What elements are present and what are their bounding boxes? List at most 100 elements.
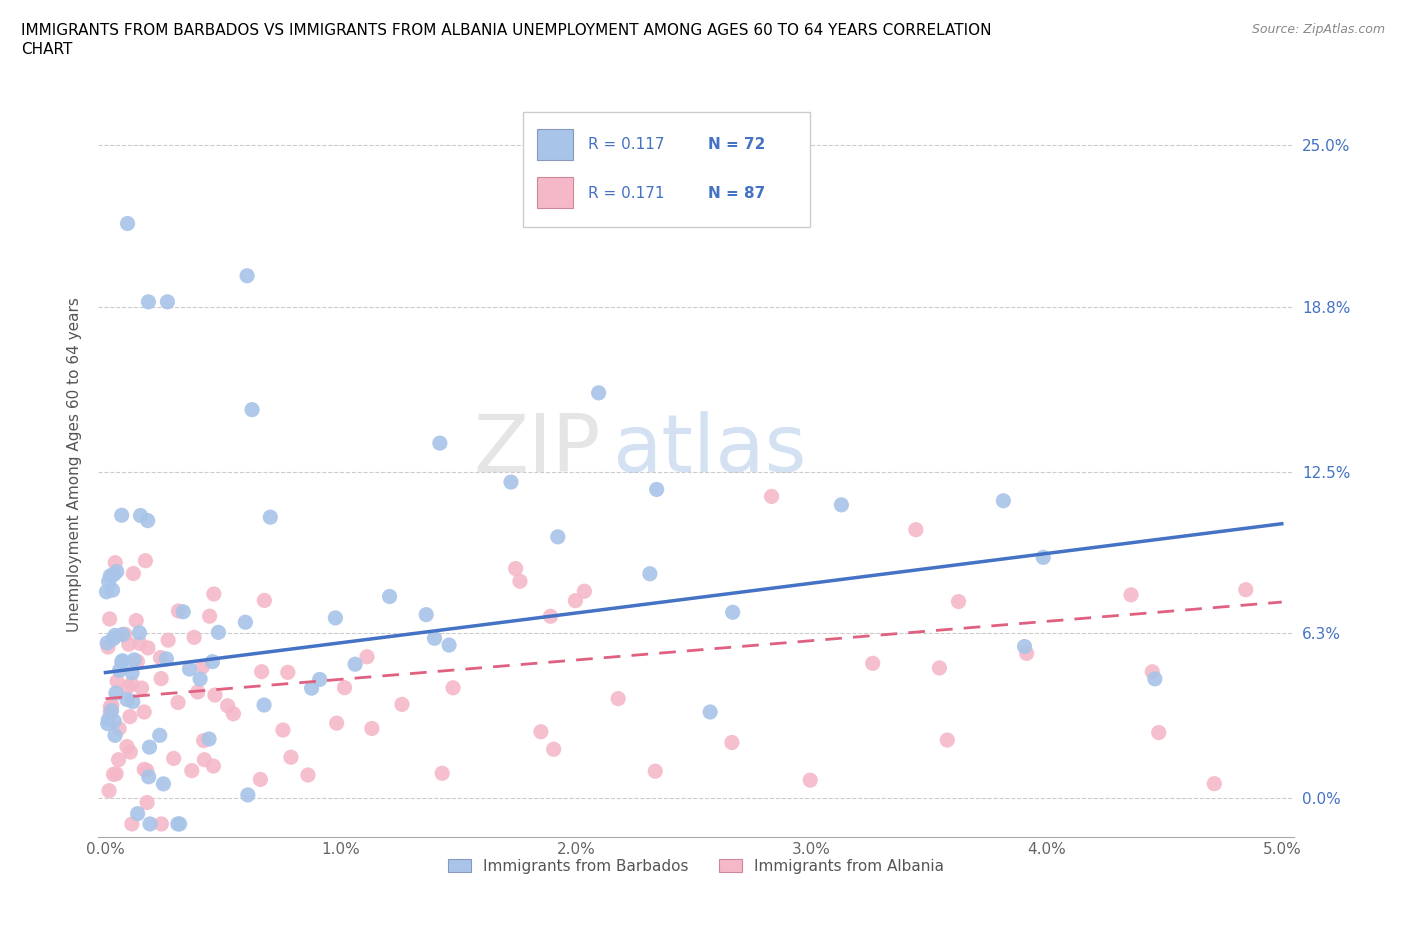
- Text: ZIP: ZIP: [472, 411, 600, 489]
- Point: [721, 604, 744, 619]
- Point: [111, 508, 134, 523]
- Text: R = 0.117: R = 0.117: [589, 137, 665, 152]
- Point: [644, 764, 666, 778]
- Point: [127, 654, 149, 669]
- Point: [574, 584, 596, 599]
- Point: [114, 627, 136, 642]
- Point: [105, 674, 128, 689]
- Text: Source: ZipAtlas.com: Source: ZipAtlas.com: [1251, 23, 1385, 36]
- Point: [423, 631, 446, 645]
- Point: [135, 764, 157, 778]
- Point: [761, 489, 783, 504]
- Point: [277, 665, 299, 680]
- Point: [202, 587, 225, 602]
- Point: [115, 692, 138, 707]
- Point: [103, 631, 125, 646]
- Point: [166, 817, 188, 831]
- Point: [120, 745, 142, 760]
- Point: [325, 610, 347, 625]
- Point: [499, 474, 522, 489]
- Point: [207, 625, 229, 640]
- Point: [217, 698, 239, 713]
- Point: [96, 584, 118, 599]
- Point: [198, 732, 221, 747]
- Point: [183, 630, 205, 644]
- Point: [103, 567, 125, 582]
- Bar: [537, 177, 572, 208]
- Point: [129, 508, 152, 523]
- Point: [198, 609, 221, 624]
- Point: [191, 659, 214, 674]
- Point: [97, 640, 120, 655]
- Point: [117, 216, 139, 231]
- Point: [236, 268, 259, 283]
- Point: [280, 750, 302, 764]
- Point: [169, 817, 191, 831]
- Point: [437, 638, 460, 653]
- Point: [138, 769, 160, 784]
- Point: [415, 607, 437, 622]
- Point: [441, 681, 464, 696]
- Y-axis label: Unemployment Among Ages 60 to 64 years: Unemployment Among Ages 60 to 64 years: [67, 298, 83, 632]
- Point: [128, 625, 150, 640]
- Point: [107, 752, 129, 767]
- Point: [862, 656, 884, 671]
- Point: [1204, 777, 1226, 791]
- Point: [105, 565, 128, 579]
- Point: [1143, 671, 1166, 686]
- Point: [163, 751, 186, 765]
- Point: [98, 704, 121, 719]
- Text: N = 87: N = 87: [709, 186, 765, 201]
- Point: [134, 553, 156, 568]
- Point: [108, 663, 131, 678]
- Point: [150, 817, 173, 831]
- Point: [188, 671, 211, 686]
- Point: [1032, 550, 1054, 565]
- Point: [125, 613, 148, 628]
- Point: [699, 705, 721, 720]
- Point: [1119, 588, 1142, 603]
- Point: [830, 498, 852, 512]
- Point: [138, 739, 160, 754]
- Point: [104, 685, 127, 700]
- Point: [167, 604, 190, 618]
- Point: [235, 615, 257, 630]
- Bar: [537, 128, 572, 160]
- Point: [127, 806, 149, 821]
- Point: [121, 817, 143, 831]
- Legend: Immigrants from Barbados, Immigrants from Albania: Immigrants from Barbados, Immigrants fro…: [440, 851, 952, 882]
- Point: [149, 728, 172, 743]
- Point: [588, 385, 610, 400]
- Point: [104, 628, 127, 643]
- Point: [391, 697, 413, 711]
- Text: CHART: CHART: [21, 42, 73, 57]
- Point: [104, 555, 127, 570]
- Point: [101, 698, 124, 712]
- Point: [333, 680, 356, 695]
- Point: [1015, 645, 1038, 660]
- Point: [509, 574, 531, 589]
- Point: [1234, 582, 1257, 597]
- Point: [530, 724, 553, 739]
- Point: [543, 742, 565, 757]
- Point: [111, 653, 134, 668]
- Point: [222, 706, 245, 721]
- Point: [271, 723, 294, 737]
- Point: [156, 295, 179, 310]
- Point: [1142, 664, 1164, 679]
- Point: [638, 566, 661, 581]
- Point: [253, 698, 276, 712]
- Point: [193, 733, 215, 748]
- Point: [105, 766, 128, 781]
- Point: [167, 695, 190, 710]
- FancyBboxPatch shape: [523, 112, 810, 227]
- Point: [121, 665, 143, 680]
- Point: [564, 593, 586, 608]
- Point: [115, 739, 138, 754]
- Point: [240, 402, 263, 417]
- Point: [356, 649, 378, 664]
- Point: [948, 594, 970, 609]
- Point: [155, 651, 177, 666]
- Text: IMMIGRANTS FROM BARBADOS VS IMMIGRANTS FROM ALBANIA UNEMPLOYMENT AMONG AGES 60 T: IMMIGRANTS FROM BARBADOS VS IMMIGRANTS F…: [21, 23, 991, 38]
- Point: [193, 752, 215, 767]
